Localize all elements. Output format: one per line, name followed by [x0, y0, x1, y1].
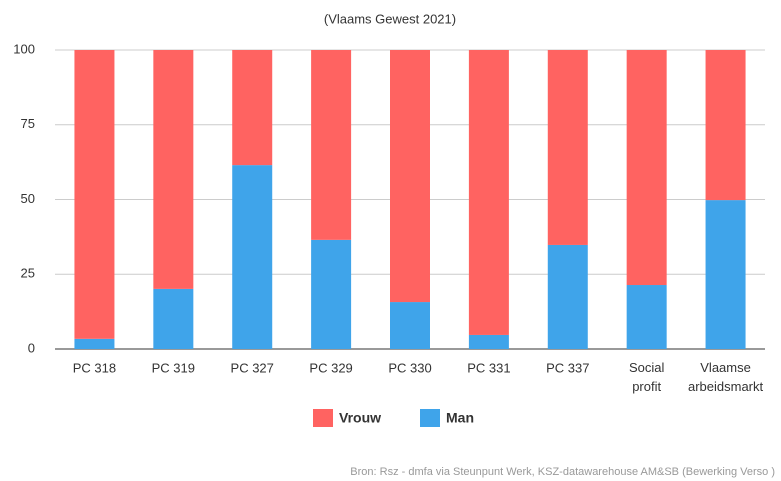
bar-segment	[468, 50, 509, 335]
bar-segment	[311, 239, 352, 349]
x-tick-label: PC 319	[152, 360, 195, 375]
bar-segment	[626, 50, 667, 286]
bar-segment	[311, 50, 352, 240]
chart-title: (Vlaams Gewest 2021)	[324, 11, 456, 26]
bar-segment	[74, 338, 115, 349]
legend-label: Vrouw	[339, 410, 381, 426]
bar-segment	[74, 50, 115, 339]
x-tick-label: PC 318	[73, 360, 116, 375]
bar-segment	[390, 302, 430, 349]
bar-segment	[547, 50, 588, 245]
x-tick-label: PC 329	[309, 360, 352, 375]
source-note: Bron: Rsz - dmfa via Steunpunt Werk, KSZ…	[350, 466, 775, 478]
y-tick-label: 100	[13, 41, 35, 56]
bar-segment	[468, 334, 509, 349]
x-tick-label: PC 327	[231, 360, 274, 375]
bar-segment	[547, 244, 588, 349]
y-tick-label: 0	[28, 340, 35, 355]
x-tick-label: Social profit	[629, 360, 665, 394]
y-tick-label: 50	[21, 191, 35, 206]
x-tick-label: PC 337	[546, 360, 589, 375]
bar-segment	[232, 165, 273, 349]
legend-swatch	[313, 409, 333, 427]
legend-label: Man	[446, 410, 474, 426]
bar-segment	[232, 50, 273, 166]
bar-segment	[153, 288, 194, 349]
x-tick-label: Vlaamse arbeidsmarkt	[688, 360, 764, 394]
bar-segment	[705, 200, 746, 349]
bar-segment	[626, 285, 667, 349]
x-tick-label: PC 331	[467, 360, 510, 375]
x-tick-label: PC 330	[388, 360, 431, 375]
bar-segment	[390, 50, 430, 303]
bar-segment	[153, 50, 194, 289]
y-tick-label: 25	[21, 266, 35, 281]
y-tick-label: 75	[21, 116, 35, 131]
legend-swatch	[420, 409, 440, 427]
bar-segment	[705, 50, 746, 201]
